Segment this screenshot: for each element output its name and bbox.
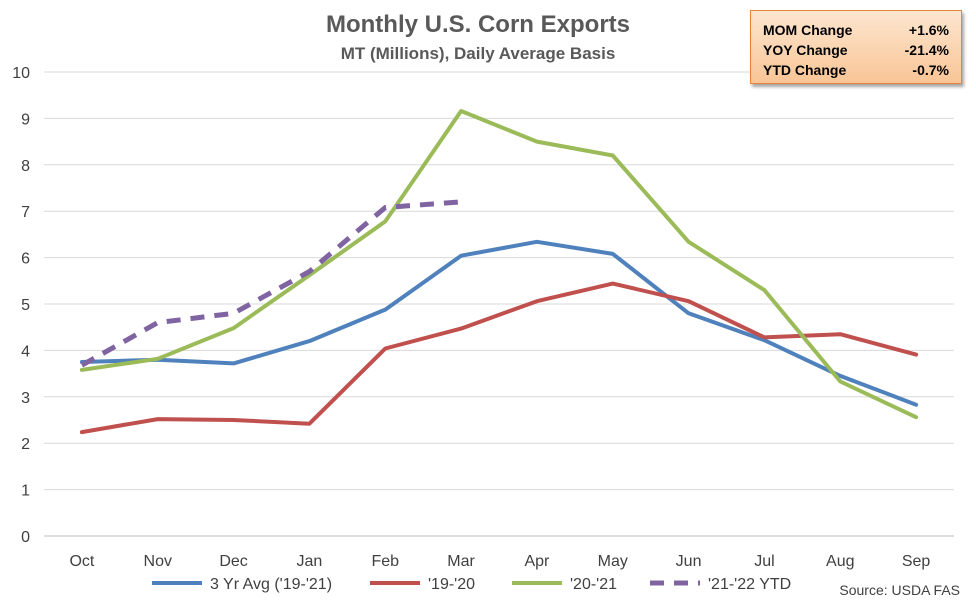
y-tick-label: 0 (21, 529, 30, 546)
stats-value: -0.7% (912, 62, 949, 78)
stats-value: +1.6% (908, 22, 949, 38)
x-tick-label: Jan (297, 553, 323, 570)
source-note: Source: USDA FAS (839, 582, 960, 598)
chart-subtitle: MT (Millions), Daily Average Basis (341, 44, 616, 63)
y-tick-label: 7 (21, 204, 30, 221)
x-tick-label: Apr (524, 553, 550, 570)
y-tick-label: 2 (21, 436, 30, 453)
legend-label: '20-'21 (570, 576, 617, 593)
series-line-1 (79, 281, 919, 435)
legend-label: '19-'20 (428, 576, 475, 593)
stats-row-ytd: YTD Change -0.7% (763, 60, 949, 80)
y-tick-label: 5 (21, 297, 30, 314)
stats-label: MOM Change (763, 22, 853, 38)
stats-value: -21.4% (904, 42, 949, 58)
x-tick-label: Dec (219, 553, 247, 570)
x-tick-label: Sep (902, 553, 931, 570)
x-tick-label: Mar (447, 553, 475, 570)
stats-box: MOM Change +1.6% YOY Change -21.4% YTD C… (750, 10, 962, 84)
x-tick-label: Nov (144, 553, 172, 570)
legend-label: 3 Yr Avg ('19-'21) (210, 576, 332, 593)
y-tick-label: 9 (21, 111, 30, 128)
x-tick-label: Aug (826, 553, 854, 570)
stats-row-yoy: YOY Change -21.4% (763, 40, 949, 60)
x-tick-label: Jun (676, 553, 702, 570)
x-tick-label: Jul (754, 553, 774, 570)
chart-title: Monthly U.S. Corn Exports (326, 11, 630, 38)
stats-label: YOY Change (763, 42, 848, 58)
y-tick-label: 10 (12, 65, 30, 82)
stats-row-mom: MOM Change +1.6% (763, 20, 949, 40)
x-tick-label: Feb (371, 553, 399, 570)
x-tick-label: May (598, 553, 628, 570)
stats-label: YTD Change (763, 62, 847, 78)
series-line-3 (80, 199, 462, 368)
series-line-2 (79, 109, 919, 420)
y-tick-label: 8 (21, 158, 30, 175)
y-tick-label: 1 (21, 483, 30, 500)
series-line-0 (79, 239, 919, 407)
x-tick-label: Oct (69, 553, 94, 570)
y-tick-label: 3 (21, 390, 30, 407)
legend-label: '21-'22 YTD (708, 576, 791, 593)
y-tick-label: 6 (21, 251, 30, 268)
y-tick-label: 4 (21, 343, 30, 360)
